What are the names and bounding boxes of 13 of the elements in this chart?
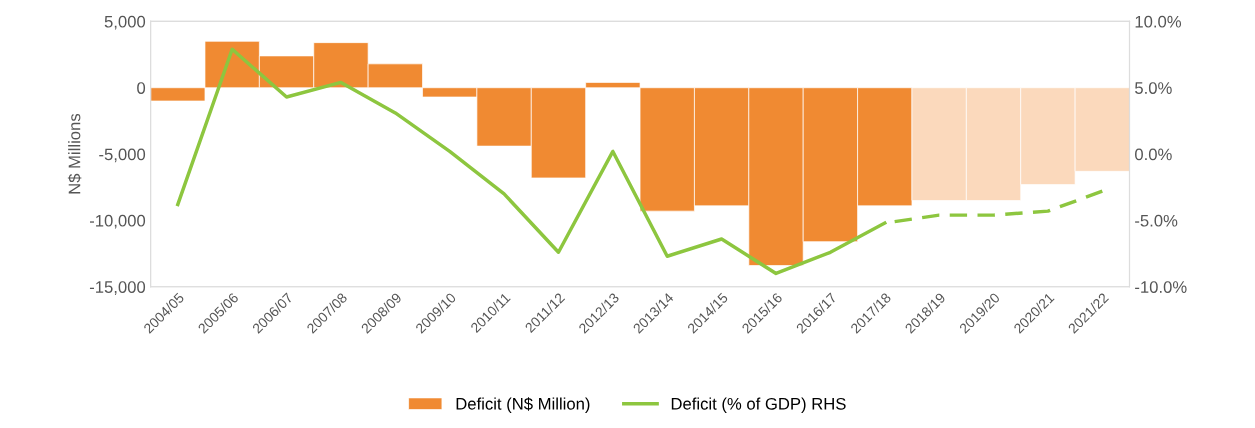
y-tick-label: 5,000 <box>104 15 146 30</box>
y2-tick-label: 0.0% <box>1135 148 1172 161</box>
y2-tick-label: 10.0% <box>1135 15 1182 28</box>
legend-label: Deficit (% of GDP) RHS <box>671 397 846 413</box>
y2-tick-label: 5.0% <box>1135 82 1172 94</box>
y2-tick-label: -5.0% <box>1135 214 1178 227</box>
y2-tick-label: -10.0% <box>1135 281 1187 293</box>
y-tick-label: -5,000 <box>99 148 146 163</box>
legend-label: Deficit (N$ Million) <box>456 397 590 413</box>
y-tick-label: 0 <box>137 82 146 94</box>
y-axis-title: N$ Millions <box>67 113 82 194</box>
y-tick-label: -10,000 <box>89 214 146 229</box>
y-tick-label: -15,000 <box>89 281 146 295</box>
